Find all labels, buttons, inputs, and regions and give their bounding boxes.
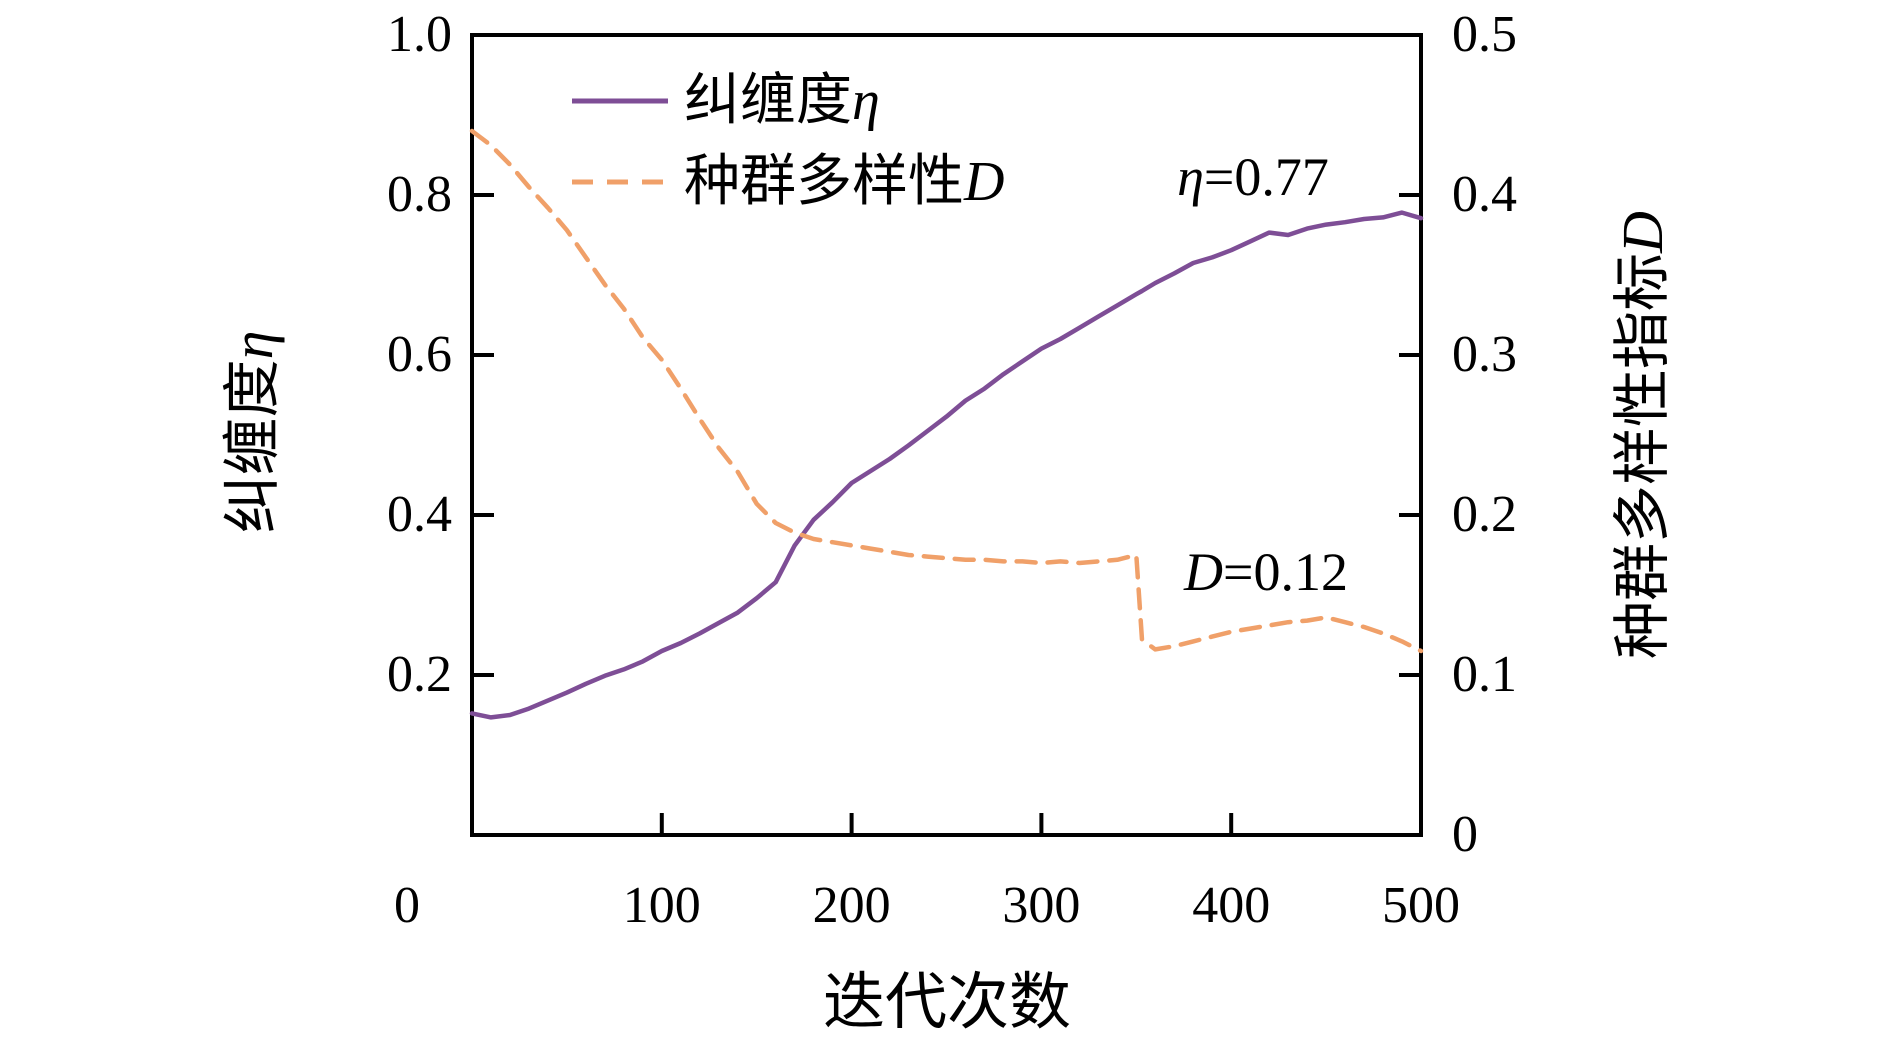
right-tick-label: 0.5 — [1452, 6, 1517, 63]
left-tick-label: 0.6 — [387, 326, 452, 383]
left-tick-label: 0.4 — [387, 486, 452, 543]
annotation-eta-final: η=0.77 — [1177, 147, 1329, 207]
x-tick-label: 0 — [394, 877, 420, 934]
right-tick-label: 0.3 — [1452, 326, 1517, 383]
legend-item-diversity: 种群多样性D — [572, 154, 1004, 210]
series-line-entanglement — [469, 210, 1424, 720]
right-tick-label: 0 — [1452, 806, 1478, 863]
left-tick-label: 0.2 — [387, 646, 452, 703]
right-tick-label: 0.2 — [1452, 486, 1517, 543]
right-axis-title-text: 种群多样性指标 — [1610, 252, 1675, 659]
legend-line-dashed — [572, 179, 668, 185]
legend-label-diversity: 种群多样性D — [684, 151, 1005, 213]
x-tick-label: 200 — [812, 877, 891, 934]
x-tick-label: 500 — [1382, 877, 1460, 934]
x-tick-label: 300 — [1002, 877, 1081, 934]
plot-box — [470, 33, 1423, 837]
right-axis-title-symbol: D — [1610, 211, 1675, 253]
left-axis-title-text: 纠缠度 — [220, 359, 285, 534]
left-axis-title: 纠缠度η — [220, 331, 285, 534]
right-tick-label: 0.1 — [1452, 646, 1517, 703]
x-tick-label: 100 — [622, 877, 701, 934]
x-tick-label: 400 — [1192, 877, 1271, 934]
legend-item-entanglement: 纠缠度η — [572, 73, 880, 129]
legend-line-solid — [572, 98, 668, 104]
left-tick-label: 0.8 — [387, 166, 452, 223]
annotation-d-final: D=0.12 — [1184, 542, 1348, 602]
left-tick-label: 1.0 — [387, 6, 452, 63]
legend-label-entanglement: 纠缠度η — [684, 70, 880, 132]
right-tick-label: 0.4 — [1452, 166, 1517, 223]
left-axis-title-symbol: η — [220, 330, 285, 360]
series-line-diversity — [469, 128, 1424, 654]
right-axis-title: 种群多样性指标D — [1610, 211, 1675, 659]
x-axis-title: 迭代次数 — [822, 969, 1072, 1037]
